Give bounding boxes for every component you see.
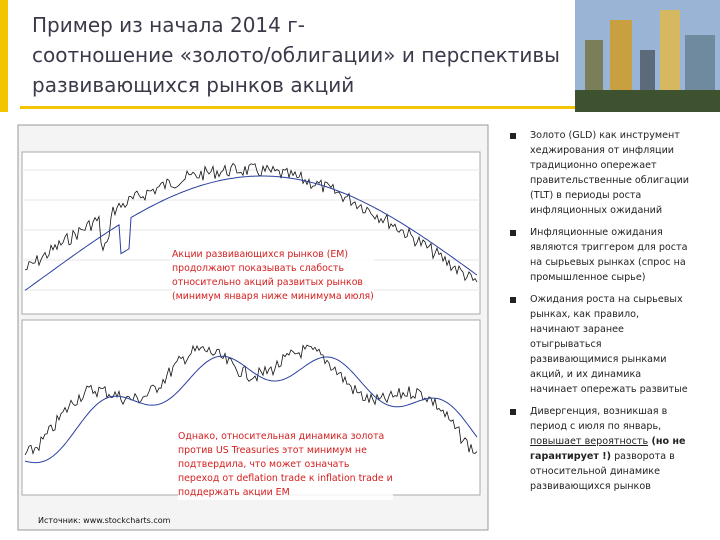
trace (24, 162, 478, 283)
title-rule (20, 106, 580, 109)
annotation-line: поддержать акции EM (178, 487, 290, 498)
annotation: Однако, относительная динамика золота про… (178, 430, 393, 500)
trace (24, 175, 478, 291)
line: развивающихся рынков (530, 481, 651, 492)
line: начинают заранее (530, 324, 624, 335)
line: Золото (GLD) как инструмент (530, 130, 680, 141)
line: Ожидания роста на сырьевых (530, 294, 683, 305)
title-line: соотношение «золото/облигации» и перспек… (32, 43, 560, 67)
line: на сырьевых рынках (спрос на (530, 257, 686, 268)
bullet: Дивергенция, возникшая в период с июля п… (508, 404, 714, 494)
line: повышает вероятность (но не (530, 434, 714, 449)
annotation-line: относительно акций развитых рынков (172, 277, 363, 288)
line: инфляционных ожиданий (530, 205, 663, 216)
annotation-line: Акции развивающихся рынков (EM) (172, 249, 349, 260)
city-image (575, 0, 720, 112)
line: рынках, как правило, (530, 309, 640, 320)
bold: (но не (648, 436, 686, 447)
line: акций, и их динамика (530, 369, 642, 380)
line: правительственные облигации (530, 175, 689, 186)
line: являются триггером для роста (530, 242, 688, 253)
annotation-line: (минимум января ниже минимума июля) (172, 291, 374, 302)
bullet-list: Золото (GLD) как инструмент хеджирования … (508, 128, 714, 501)
line: период с июля по январь, (530, 421, 662, 432)
annotation: Акции развивающихся рынков (EM) продолжаю… (172, 248, 374, 304)
trace (24, 355, 478, 464)
text: разворота в (611, 451, 675, 462)
line: промышленное сырье) (530, 272, 646, 283)
underlined: повышает вероятность (530, 436, 649, 447)
line: Инфляционные ожидания (530, 227, 663, 238)
annotation-line: переход от deflation trade к inflation t… (178, 473, 393, 484)
line: гарантирует !) разворота в (530, 449, 714, 464)
line: развивающимися рынками (530, 354, 667, 365)
annotation-line: против US Treasuries этот минимум не (178, 445, 367, 456)
title: Пример из начала 2014 г-соотношение «зол… (32, 10, 560, 100)
bullet: Золото (GLD) как инструмент хеджирования … (508, 128, 714, 218)
annotation-line: продолжают показывать слабость (172, 263, 344, 274)
yellow-strip (0, 0, 8, 112)
bold: гарантирует !) (530, 451, 612, 462)
source: Источник: www.stockcharts.com (38, 516, 171, 525)
annotation-line: Однако, относительная динамика золота (178, 431, 385, 442)
trace (24, 344, 478, 456)
line: хеджирования от инфляции (530, 145, 675, 156)
title-line: Пример из начала 2014 г- (32, 13, 305, 37)
annotation-line: подтвердила, что может означать (178, 459, 350, 470)
line: начинает опережать развитые (530, 384, 688, 395)
line: (TLT) в периоды роста (530, 190, 642, 201)
line: отыгрываться (530, 339, 602, 350)
bullet: Инфляционные ожидания являются триггером … (508, 225, 714, 285)
line: Дивергенция, возникшая в (530, 406, 668, 417)
title-line: развивающихся рынков акций (32, 73, 355, 97)
bullet: Ожидания роста на сырьевых рынках, как пр… (508, 292, 714, 397)
chart-image (17, 124, 489, 531)
line: традиционно опережает (530, 160, 657, 171)
line: относительной динамике (530, 466, 661, 477)
